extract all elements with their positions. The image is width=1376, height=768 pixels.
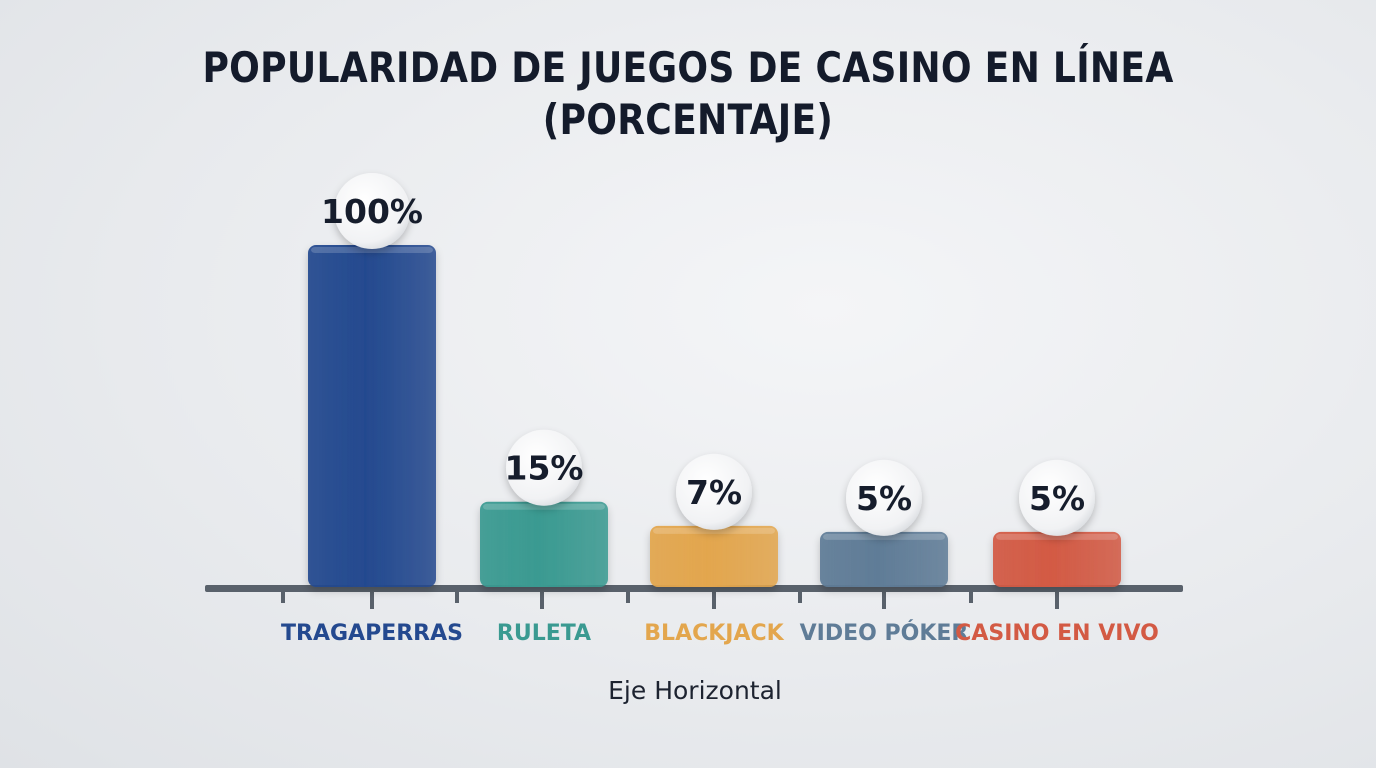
value-bubble [506, 429, 582, 506]
x-axis [205, 585, 1183, 609]
chart-title-line-2: (PORCENTAJE) [542, 95, 834, 144]
x-axis-tick [540, 589, 544, 609]
bar-highlight [823, 533, 945, 540]
value-label: 15% [505, 449, 584, 488]
x-axis-tick [712, 589, 716, 609]
category-label: VIDEO PÓKER [800, 620, 969, 646]
bar [480, 501, 608, 587]
x-axis-tick [281, 589, 285, 603]
value-bubble [676, 453, 752, 530]
value-bubble [334, 173, 410, 249]
chart-title: POPULARIDAD DE JUEGOS DE CASINO EN LÍNEA… [96, 42, 1279, 146]
value-bubble [846, 459, 922, 536]
bar-highlight [311, 247, 433, 253]
bar-highlight [996, 533, 1118, 540]
x-axis-tick [882, 589, 886, 609]
category-label: CASINO EN VIVO [955, 621, 1159, 646]
category-label: BLACKJACK [644, 621, 784, 646]
value-label: 100% [321, 192, 423, 231]
x-axis-tick [798, 589, 802, 603]
x-axis-tick [1055, 589, 1059, 609]
value-bubble [1019, 459, 1095, 536]
x-axis-tick [370, 589, 374, 609]
category-label: TRAGAPERRAS [281, 621, 463, 646]
bar [308, 245, 436, 587]
x-axis-tick [969, 589, 973, 603]
value-label: 5% [856, 479, 912, 518]
bar-highlight [483, 503, 605, 510]
bar-highlight [653, 527, 775, 534]
bar [650, 525, 778, 587]
chart-title-line-1: POPULARIDAD DE JUEGOS DE CASINO EN LÍNEA [202, 43, 1174, 92]
value-label: 5% [1029, 479, 1085, 518]
bar [993, 531, 1121, 587]
value-label: 7% [686, 473, 742, 512]
bar [820, 531, 948, 587]
category-label: RULETA [497, 621, 591, 646]
x-axis-tick [455, 589, 459, 603]
x-axis-label: Eje Horizontal [608, 676, 782, 705]
x-axis-tick [626, 589, 630, 603]
